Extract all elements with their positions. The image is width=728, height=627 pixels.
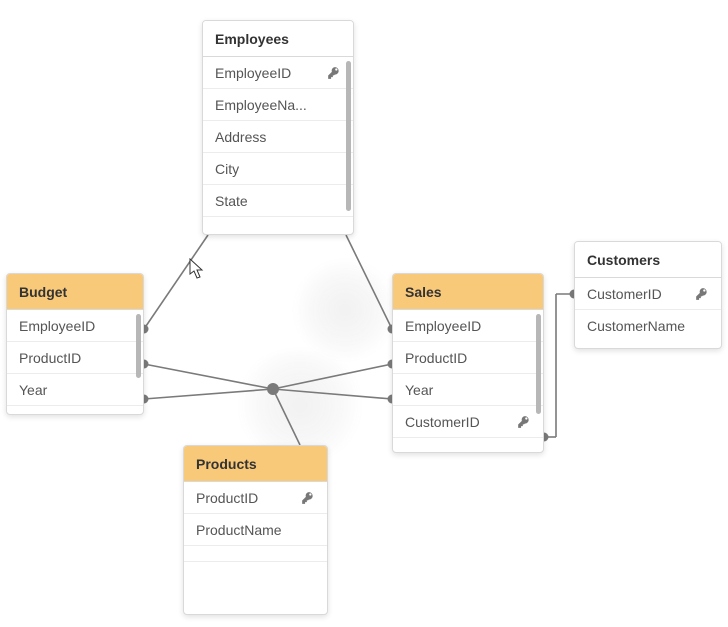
table-header-customers[interactable]: Customers: [575, 242, 721, 278]
table-title: Customers: [587, 252, 660, 268]
field-row[interactable]: ProductID: [393, 342, 543, 374]
field-row[interactable]: [184, 546, 327, 562]
table-title: Budget: [19, 284, 67, 300]
field-row[interactable]: [184, 562, 327, 577]
key-icon: [695, 287, 709, 301]
field-label: ProductName: [196, 522, 315, 538]
table-products[interactable]: Products ProductID ProductName: [183, 445, 328, 615]
field-label: EmployeeID: [405, 318, 531, 334]
field-label: ProductID: [196, 490, 295, 506]
field-row[interactable]: EmployeeID: [7, 310, 143, 342]
field-row[interactable]: Year: [7, 374, 143, 406]
field-label: ProductID: [19, 350, 131, 366]
field-row[interactable]: CustomerName: [575, 310, 721, 341]
table-header-budget[interactable]: Budget: [7, 274, 143, 310]
table-sales[interactable]: Sales EmployeeID ProductID Year Customer…: [392, 273, 544, 453]
field-label: ProductID: [405, 350, 531, 366]
smudge: [230, 350, 370, 460]
table-header-products[interactable]: Products: [184, 446, 327, 482]
field-row[interactable]: City: [203, 153, 353, 185]
smudge: [290, 260, 400, 360]
table-title: Employees: [215, 31, 289, 47]
field-label: State: [215, 193, 341, 209]
field-row[interactable]: CustomerID: [393, 406, 543, 438]
cursor-icon: [189, 258, 205, 280]
field-row[interactable]: CustomerID: [575, 278, 721, 310]
field-label: Year: [405, 382, 531, 398]
field-label: CustomerID: [405, 414, 511, 430]
scroll-thumb[interactable]: [346, 61, 351, 211]
table-budget[interactable]: Budget EmployeeID ProductID Year: [6, 273, 144, 415]
table-header-sales[interactable]: Sales: [393, 274, 543, 310]
key-icon: [517, 415, 531, 429]
key-icon: [327, 66, 341, 80]
field-label: Year: [19, 382, 131, 398]
field-label: EmployeeID: [19, 318, 131, 334]
field-row[interactable]: Year: [393, 374, 543, 406]
field-label: EmployeeNa...: [215, 97, 341, 113]
field-label: Address: [215, 129, 341, 145]
field-label: CustomerID: [587, 286, 689, 302]
scroll-thumb[interactable]: [536, 314, 541, 414]
field-row[interactable]: ProductID: [184, 482, 327, 514]
field-row[interactable]: EmployeeNa...: [203, 89, 353, 121]
field-label: CustomerName: [587, 318, 709, 334]
field-label: EmployeeID: [215, 65, 321, 81]
field-row[interactable]: ProductName: [184, 514, 327, 546]
scroll-thumb[interactable]: [136, 314, 141, 378]
table-header-employees[interactable]: Employees: [203, 21, 353, 57]
field-row[interactable]: EmployeeID: [203, 57, 353, 89]
field-row[interactable]: Address: [203, 121, 353, 153]
field-row[interactable]: State: [203, 185, 353, 217]
field-label: City: [215, 161, 341, 177]
table-employees[interactable]: Employees EmployeeID EmployeeNa... Addre…: [202, 20, 354, 235]
key-icon: [301, 491, 315, 505]
table-customers[interactable]: Customers CustomerID CustomerName: [574, 241, 722, 349]
table-title: Products: [196, 456, 257, 472]
field-row[interactable]: ProductID: [7, 342, 143, 374]
table-title: Sales: [405, 284, 442, 300]
field-row[interactable]: EmployeeID: [393, 310, 543, 342]
